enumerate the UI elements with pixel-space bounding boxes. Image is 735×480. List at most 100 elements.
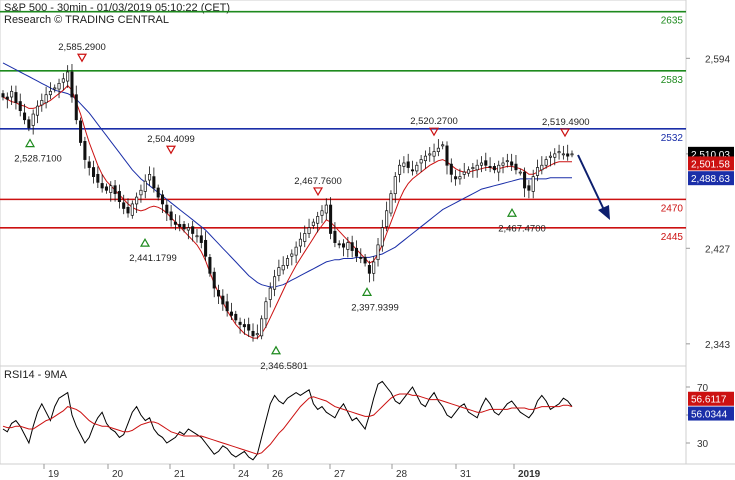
candle bbox=[104, 183, 108, 194]
candle bbox=[467, 166, 471, 177]
time-tick-label: 24 bbox=[238, 469, 250, 480]
candle bbox=[561, 145, 565, 160]
swing-label: 2,441.1799 bbox=[129, 253, 177, 264]
candle bbox=[372, 256, 376, 282]
candle bbox=[229, 302, 233, 320]
swing-high-marker: 2,585.2900 bbox=[58, 42, 106, 63]
candle bbox=[23, 103, 27, 125]
candle bbox=[354, 240, 358, 262]
candle bbox=[316, 211, 320, 233]
price-tick-label: 2,343 bbox=[705, 340, 730, 351]
candle bbox=[10, 85, 14, 105]
candle bbox=[488, 157, 492, 173]
candle bbox=[204, 231, 208, 261]
candle bbox=[238, 317, 242, 334]
candle bbox=[359, 248, 363, 264]
candle bbox=[57, 78, 61, 99]
swing-label: 2,519.4900 bbox=[542, 117, 590, 128]
candle bbox=[66, 65, 70, 88]
candle bbox=[1, 90, 5, 101]
candle bbox=[264, 297, 268, 328]
rsi-series-0 bbox=[2, 380, 573, 461]
candle bbox=[186, 223, 190, 240]
swing-low-marker: 2,528.7100 bbox=[14, 138, 62, 165]
price-badge-label: 2,488.63 bbox=[691, 174, 730, 185]
swing-label: 2,397.9399 bbox=[351, 302, 399, 313]
candle bbox=[454, 169, 458, 186]
swing-high-marker: 2,504.4099 bbox=[147, 134, 195, 155]
candle bbox=[109, 181, 113, 202]
candle bbox=[303, 225, 307, 248]
candle bbox=[40, 93, 44, 112]
candle bbox=[523, 167, 527, 198]
candle bbox=[510, 153, 514, 171]
candle bbox=[479, 156, 484, 173]
price-badge-label: 2,501.58 bbox=[691, 159, 730, 170]
candle bbox=[27, 116, 31, 132]
candle bbox=[234, 310, 238, 324]
time-tick-label: 26 bbox=[272, 469, 284, 480]
candle bbox=[484, 152, 488, 171]
level-label-2532: 2532 bbox=[661, 133, 684, 144]
rsi-badge-label: 56.0344 bbox=[691, 410, 728, 421]
candle bbox=[346, 236, 350, 258]
candle bbox=[298, 232, 302, 253]
time-tick-label: 27 bbox=[334, 469, 346, 480]
candle bbox=[367, 260, 371, 283]
candle bbox=[100, 174, 104, 193]
chart-source: Research © TRADING CENTRAL bbox=[4, 14, 169, 26]
candle bbox=[255, 324, 259, 340]
candle bbox=[53, 84, 57, 93]
candle bbox=[251, 323, 255, 342]
candle bbox=[5, 92, 9, 109]
candle bbox=[531, 169, 535, 199]
swing-label: 2,520.2700 bbox=[410, 116, 458, 127]
rsi-tick-label: 70 bbox=[697, 383, 709, 394]
candle bbox=[156, 184, 160, 201]
candle bbox=[212, 267, 216, 298]
candle bbox=[380, 219, 384, 252]
candle bbox=[363, 253, 367, 267]
candle bbox=[139, 184, 143, 203]
candle bbox=[398, 159, 402, 183]
price-badges: 2,510.032,501.58 2,488.63 bbox=[688, 146, 734, 186]
candle bbox=[475, 159, 479, 178]
candle bbox=[79, 117, 83, 146]
candle bbox=[441, 141, 445, 150]
candle bbox=[518, 168, 522, 176]
candle bbox=[148, 166, 152, 186]
candle bbox=[419, 155, 423, 173]
time-tick-label: 2019 bbox=[518, 469, 541, 480]
candle bbox=[126, 198, 130, 218]
candle bbox=[83, 136, 87, 169]
support-resistance-levels: 2635 2583 2532 2470 2445 bbox=[0, 10, 686, 243]
candle bbox=[96, 166, 100, 188]
candle bbox=[91, 160, 96, 184]
candle bbox=[268, 282, 272, 308]
candle bbox=[260, 315, 264, 340]
candle bbox=[540, 156, 544, 175]
level-label-2445: 2445 bbox=[661, 232, 684, 243]
candle bbox=[423, 150, 427, 169]
candle bbox=[436, 139, 440, 157]
candle bbox=[307, 218, 311, 239]
candle bbox=[566, 144, 570, 161]
time-tick-label: 21 bbox=[174, 469, 186, 480]
candle bbox=[35, 100, 40, 124]
candle bbox=[410, 160, 415, 176]
candle bbox=[553, 148, 557, 166]
candle bbox=[221, 289, 225, 311]
candle bbox=[385, 201, 389, 232]
candle bbox=[130, 200, 134, 219]
candle bbox=[393, 172, 397, 203]
candle bbox=[324, 198, 328, 220]
candle bbox=[544, 156, 548, 169]
candle bbox=[458, 168, 462, 185]
candle bbox=[217, 284, 221, 305]
candle bbox=[389, 190, 393, 217]
candle bbox=[113, 180, 117, 202]
level-label-2470: 2470 bbox=[661, 203, 684, 214]
level-label-2583: 2583 bbox=[661, 75, 684, 86]
